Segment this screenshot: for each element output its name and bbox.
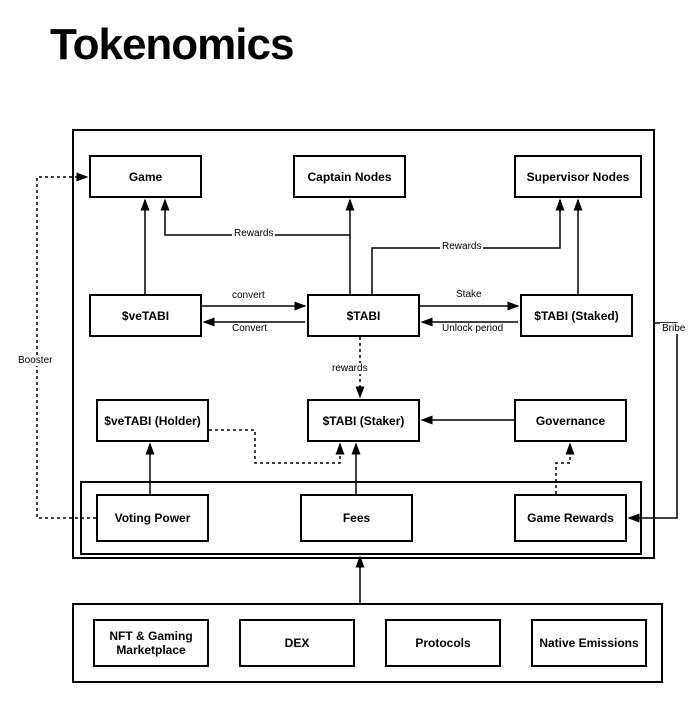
label-stake: Stake [454,289,484,300]
node-captain-nodes: Captain Nodes [293,155,406,198]
node-vetabi: $veTABI [89,294,202,337]
label-convert-1: convert [230,290,267,301]
node-supervisor-nodes: Supervisor Nodes [514,155,642,198]
page-title: Tokenomics [50,20,293,70]
node-vetabi-holder: $veTABI (Holder) [96,399,209,442]
node-fees: Fees [300,494,413,542]
node-game: Game [89,155,202,198]
node-tabi-staked: $TABI (Staked) [520,294,633,337]
node-protocols: Protocols [385,619,501,667]
label-bribe: Bribe [660,323,687,334]
node-voting-power: Voting Power [96,494,209,542]
label-rewards-2: Rewards [440,241,483,252]
node-native-emissions: Native Emissions [531,619,647,667]
node-governance: Governance [514,399,627,442]
node-game-rewards: Game Rewards [514,494,627,542]
label-rewards-1: Rewards [232,228,275,239]
label-convert-2: Convert [230,323,269,334]
node-nft-marketplace: NFT & Gaming Marketplace [93,619,209,667]
node-dex: DEX [239,619,355,667]
label-booster: Booster [16,355,54,366]
node-tabi-staker: $TABI (Staker) [307,399,420,442]
node-tabi: $TABI [307,294,420,337]
label-unlock-period: Unlock period [440,323,505,334]
label-rewards-3: rewards [330,363,370,374]
